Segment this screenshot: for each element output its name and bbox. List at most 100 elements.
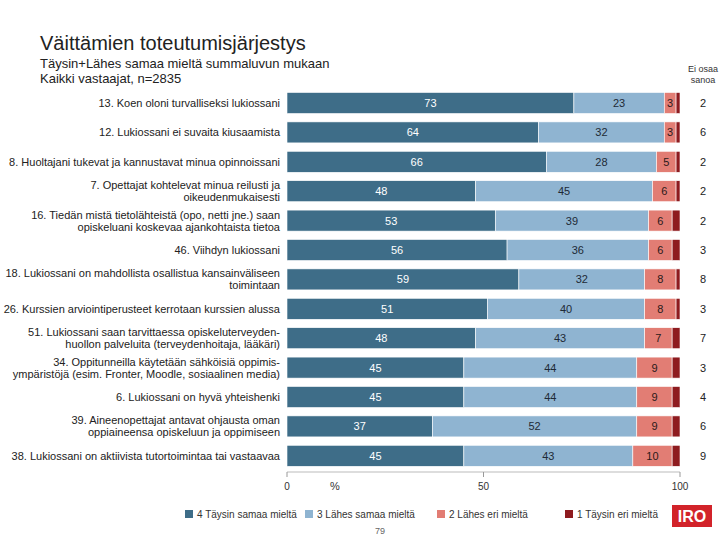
category-label: 34. Oppitunneilla käytetään sähköisiä op… [13,356,281,380]
eos-value: 3 [700,303,706,315]
text-line: 8. Huoltajani tukevat ja kannustavat min… [9,156,280,168]
data-label: 45 [558,185,570,197]
bar-segment [672,416,680,437]
text-line: 34. Oppitunneilla käytetään sähköisiä op… [53,356,280,368]
data-label: 45 [369,450,381,462]
text-line: 16. Tiedän mistä tietolähteistä (opo, ne… [31,209,280,221]
bar-segment [664,122,676,143]
text-line: opiskeluani koskevaa ajankohtaista tieto… [78,221,281,233]
data-label: 37 [354,420,366,432]
data-label: 9 [651,391,657,403]
bar-segment [487,298,644,319]
data-label: 28 [595,156,607,168]
x-tick [680,472,681,477]
bar-segment [495,210,648,231]
text-line: 39. Aineenopettajat antavat ohjausta oma… [71,414,280,426]
text-line: huollon palveluita (terveydenhoitaja, lä… [65,338,280,350]
category-label: 46. Viihdyn lukiossani [174,244,280,256]
data-label: 3 [667,97,673,109]
bar-segment [464,387,637,408]
logo: IRO [678,508,706,525]
bar-segment [519,269,645,290]
data-label: 8 [657,273,663,285]
data-label: 40 [560,303,572,315]
x-tick-label: 0 [284,481,290,492]
data-label: 44 [544,362,556,374]
bar-segment [287,240,507,261]
logo-box [672,505,712,527]
category-label: 7. Opettajat kohtelevat minua reilusti j… [90,179,280,203]
x-tick-label: 100 [672,481,689,492]
bar-segment [476,328,645,349]
eos-value: 8 [700,273,706,285]
category-label: 6. Lukiossani on hyvä yhteishenki [116,391,280,403]
text-line: 7. Opettajat kohtelevat minua reilusti j… [90,179,280,191]
text-line: 6. Lukiossani on hyvä yhteishenki [116,391,280,403]
category-label: 38. Lukiossani on aktiivista tutortoimin… [12,450,281,462]
eos-value: 2 [700,97,706,109]
text-line: oppiaineensa opiskeluun ja oppimiseen [88,426,280,438]
data-label: 43 [542,450,554,462]
bar-segment [637,416,672,437]
data-label: 73 [424,97,436,109]
bar-segment [672,210,680,231]
data-label: 66 [411,156,423,168]
bar-segment [637,357,672,378]
data-label: 52 [528,420,540,432]
bar-segment [645,269,676,290]
text-line: 13. Koen oloni turvalliseksi lukiossani [98,97,280,109]
bar-segment [287,93,574,114]
bar-segment [676,181,680,202]
data-label: 6 [661,185,667,197]
text-line: oikeudenmukaisesti [183,191,280,203]
text-line: toimintaan [229,279,280,291]
data-label: 59 [397,273,409,285]
x-tick [483,472,484,477]
text-line: Kaikki vastaajat, n=2835 [40,71,181,86]
bar-segment [637,387,672,408]
text-line: Täysin+Lähes samaa mieltä summaluvun muk… [40,56,329,71]
data-label: 56 [391,244,403,256]
eos-value: 7 [700,332,706,344]
data-label: 32 [576,273,588,285]
subtitle: Täysin+Lähes samaa mieltä summaluvun muk… [40,56,329,86]
bars [287,93,680,467]
text-line: 12. Lukiossani ei suvaita kiusaamista [99,126,281,138]
bar-segment [464,445,633,466]
bar-segment [645,328,673,349]
text-line: 51. Lukiossani saan tarvittaessa opiskel… [28,326,280,338]
bar-segment [676,298,680,319]
data-label: 23 [613,97,625,109]
bar-segment [672,445,680,466]
bar-segment [287,357,464,378]
bar-segment [676,151,680,172]
data-label: 43 [554,332,566,344]
data-label: 48 [375,332,387,344]
bar-segment [652,181,676,202]
category-label: 12. Lukiossani ei suvaita kiusaamista [99,126,281,138]
data-label: 5 [663,156,669,168]
eos-header: Ei osaasanoa [688,64,718,85]
bar-segment [633,445,672,466]
eos-value: 6 [700,420,706,432]
bar-segment [676,122,680,143]
page-number: 79 [375,526,385,536]
eos-value: 3 [700,362,706,374]
bar-segment [664,93,676,114]
eos-value: 6 [700,126,706,138]
text-line: ympäristöjä (esim. Fronter, Moodle, sosi… [13,368,280,380]
legend-swatch [437,510,445,518]
bar-segment [287,122,539,143]
legend-swatch [305,510,313,518]
bar-segment [287,416,432,437]
bar-segment [672,328,680,349]
bar-segment [287,328,476,349]
text-line: 18. Lukiossani on mahdollista osallistua… [5,267,280,279]
data-label: 6 [657,244,663,256]
bar-segment [287,210,495,231]
category-label: 16. Tiedän mistä tietolähteistä (opo, ne… [31,209,281,233]
x-tick-label: 50 [478,481,490,492]
bar-segment [476,181,653,202]
bar-segment [507,240,648,261]
data-label: 39 [566,215,578,227]
